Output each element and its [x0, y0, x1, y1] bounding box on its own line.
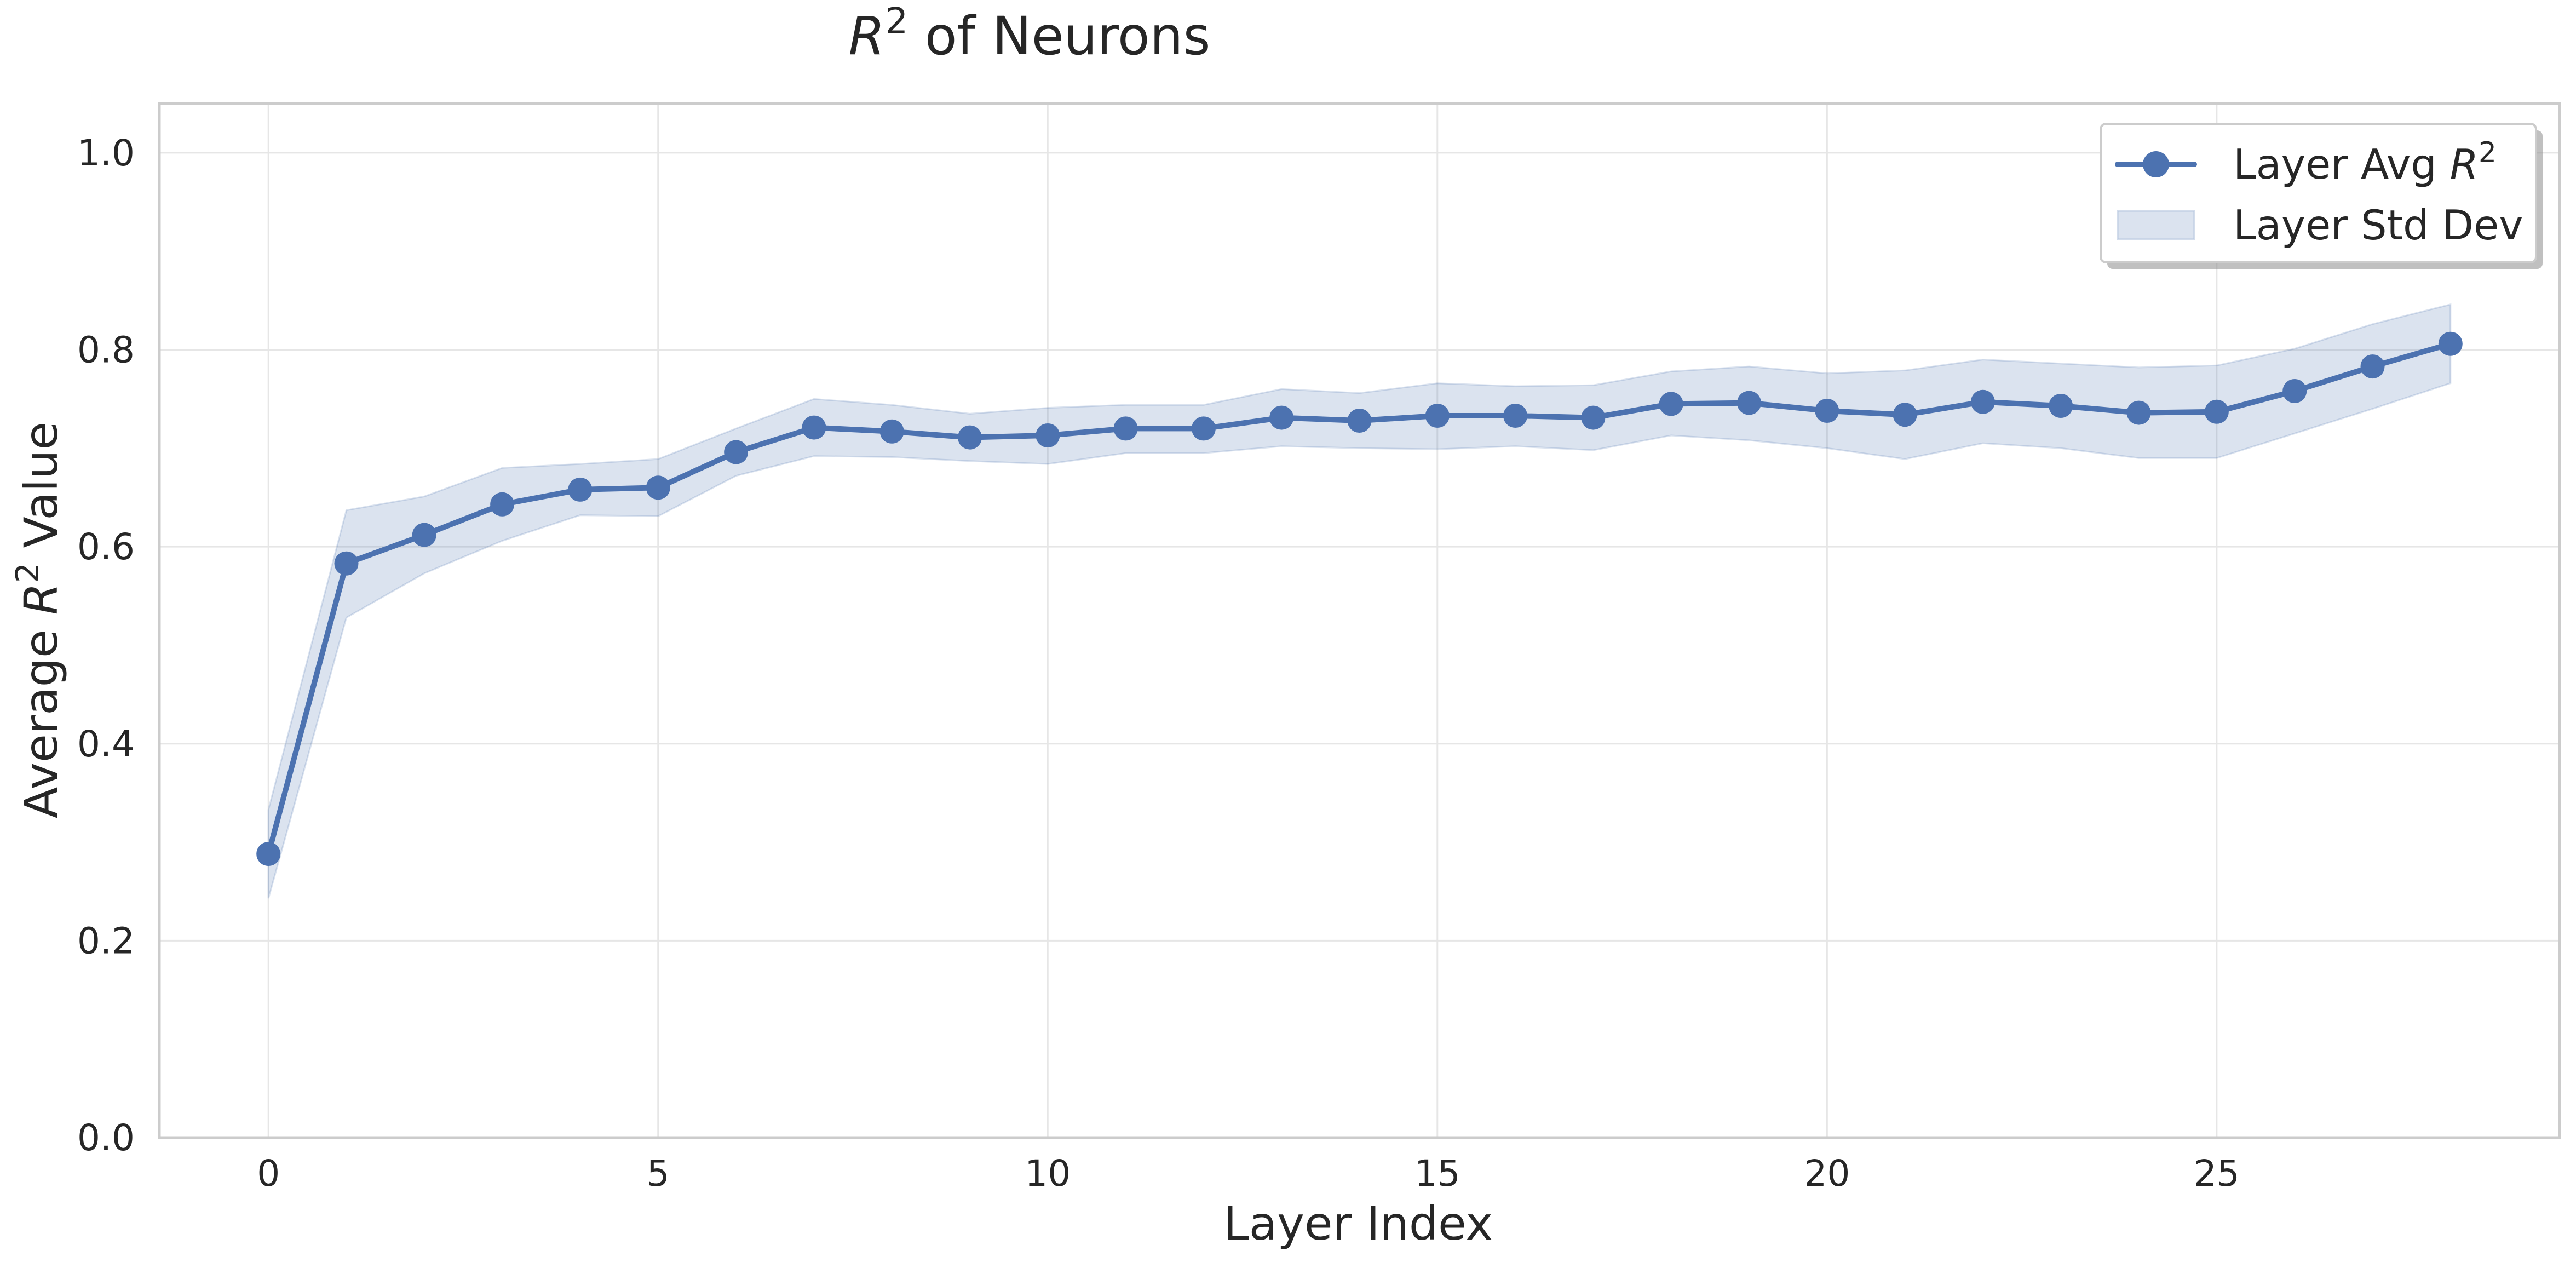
data-point [646, 475, 670, 500]
std-dev-band [267, 303, 2452, 899]
data-point [2126, 400, 2151, 425]
y-tick-label: 0.8 [77, 329, 135, 371]
data-point [1269, 405, 1294, 430]
data-point [1425, 404, 1450, 428]
y-tick-label: 0.0 [77, 1117, 135, 1159]
y-tick-label: 1.0 [77, 132, 135, 174]
data-point [1970, 389, 1995, 414]
data-point [1815, 399, 1839, 423]
data-point [802, 415, 826, 440]
data-point [2360, 354, 2385, 379]
data-point [2049, 394, 2073, 418]
data-point [1893, 403, 1917, 427]
x-tick-label: 25 [2194, 1152, 2240, 1195]
data-point [256, 842, 281, 867]
data-point [568, 477, 593, 502]
x-tick-label: 5 [647, 1152, 670, 1195]
data-point [412, 523, 436, 547]
y-tick-label: 0.2 [77, 920, 135, 962]
data-point [1659, 392, 1683, 416]
x-axis-label: Layer Index [1223, 1197, 1493, 1250]
data-point [958, 425, 982, 450]
legend-box [2100, 123, 2537, 263]
data-point [334, 551, 359, 576]
data-point [2282, 379, 2307, 403]
y-tick-label: 0.4 [77, 723, 135, 765]
avg-points-group [256, 331, 2463, 867]
data-point [1347, 409, 1372, 433]
plot-frame [158, 102, 2561, 1139]
y-tick-label: 0.6 [77, 526, 135, 568]
x-tick-label: 20 [1804, 1152, 1850, 1195]
data-point [2204, 399, 2229, 424]
data-point [1113, 416, 1138, 441]
legend-label-std: Layer Std Dev [2233, 201, 2523, 249]
legend-marker-swatch [2143, 151, 2169, 177]
data-point [2438, 331, 2463, 356]
data-point [1503, 404, 1528, 428]
x-tick-labels: 0 5 10 15 20 25 [257, 1152, 2240, 1195]
legend-band-swatch [2117, 210, 2195, 240]
x-tick-label: 10 [1025, 1152, 1071, 1195]
std-dev-band-group [267, 303, 2452, 899]
x-tick-label: 15 [1415, 1152, 1461, 1195]
chart-title: R2 of Neurons [849, 0, 1211, 67]
data-point [1737, 391, 1761, 415]
x-tick-label: 0 [257, 1152, 280, 1195]
data-point [724, 440, 749, 464]
data-point [1191, 416, 1216, 441]
data-point [490, 492, 515, 517]
legend: Layer Avg R2 Layer Std Dev [2100, 123, 2543, 269]
y-axis-label: Average R2 Value [9, 422, 68, 818]
y-tick-labels: 0.0 0.2 0.4 0.6 0.8 1.0 [77, 132, 135, 1159]
legend-label-avg: Layer Avg R2 [2233, 136, 2497, 188]
data-point [1036, 423, 1060, 447]
data-point [879, 419, 904, 444]
data-point [1581, 405, 1606, 430]
